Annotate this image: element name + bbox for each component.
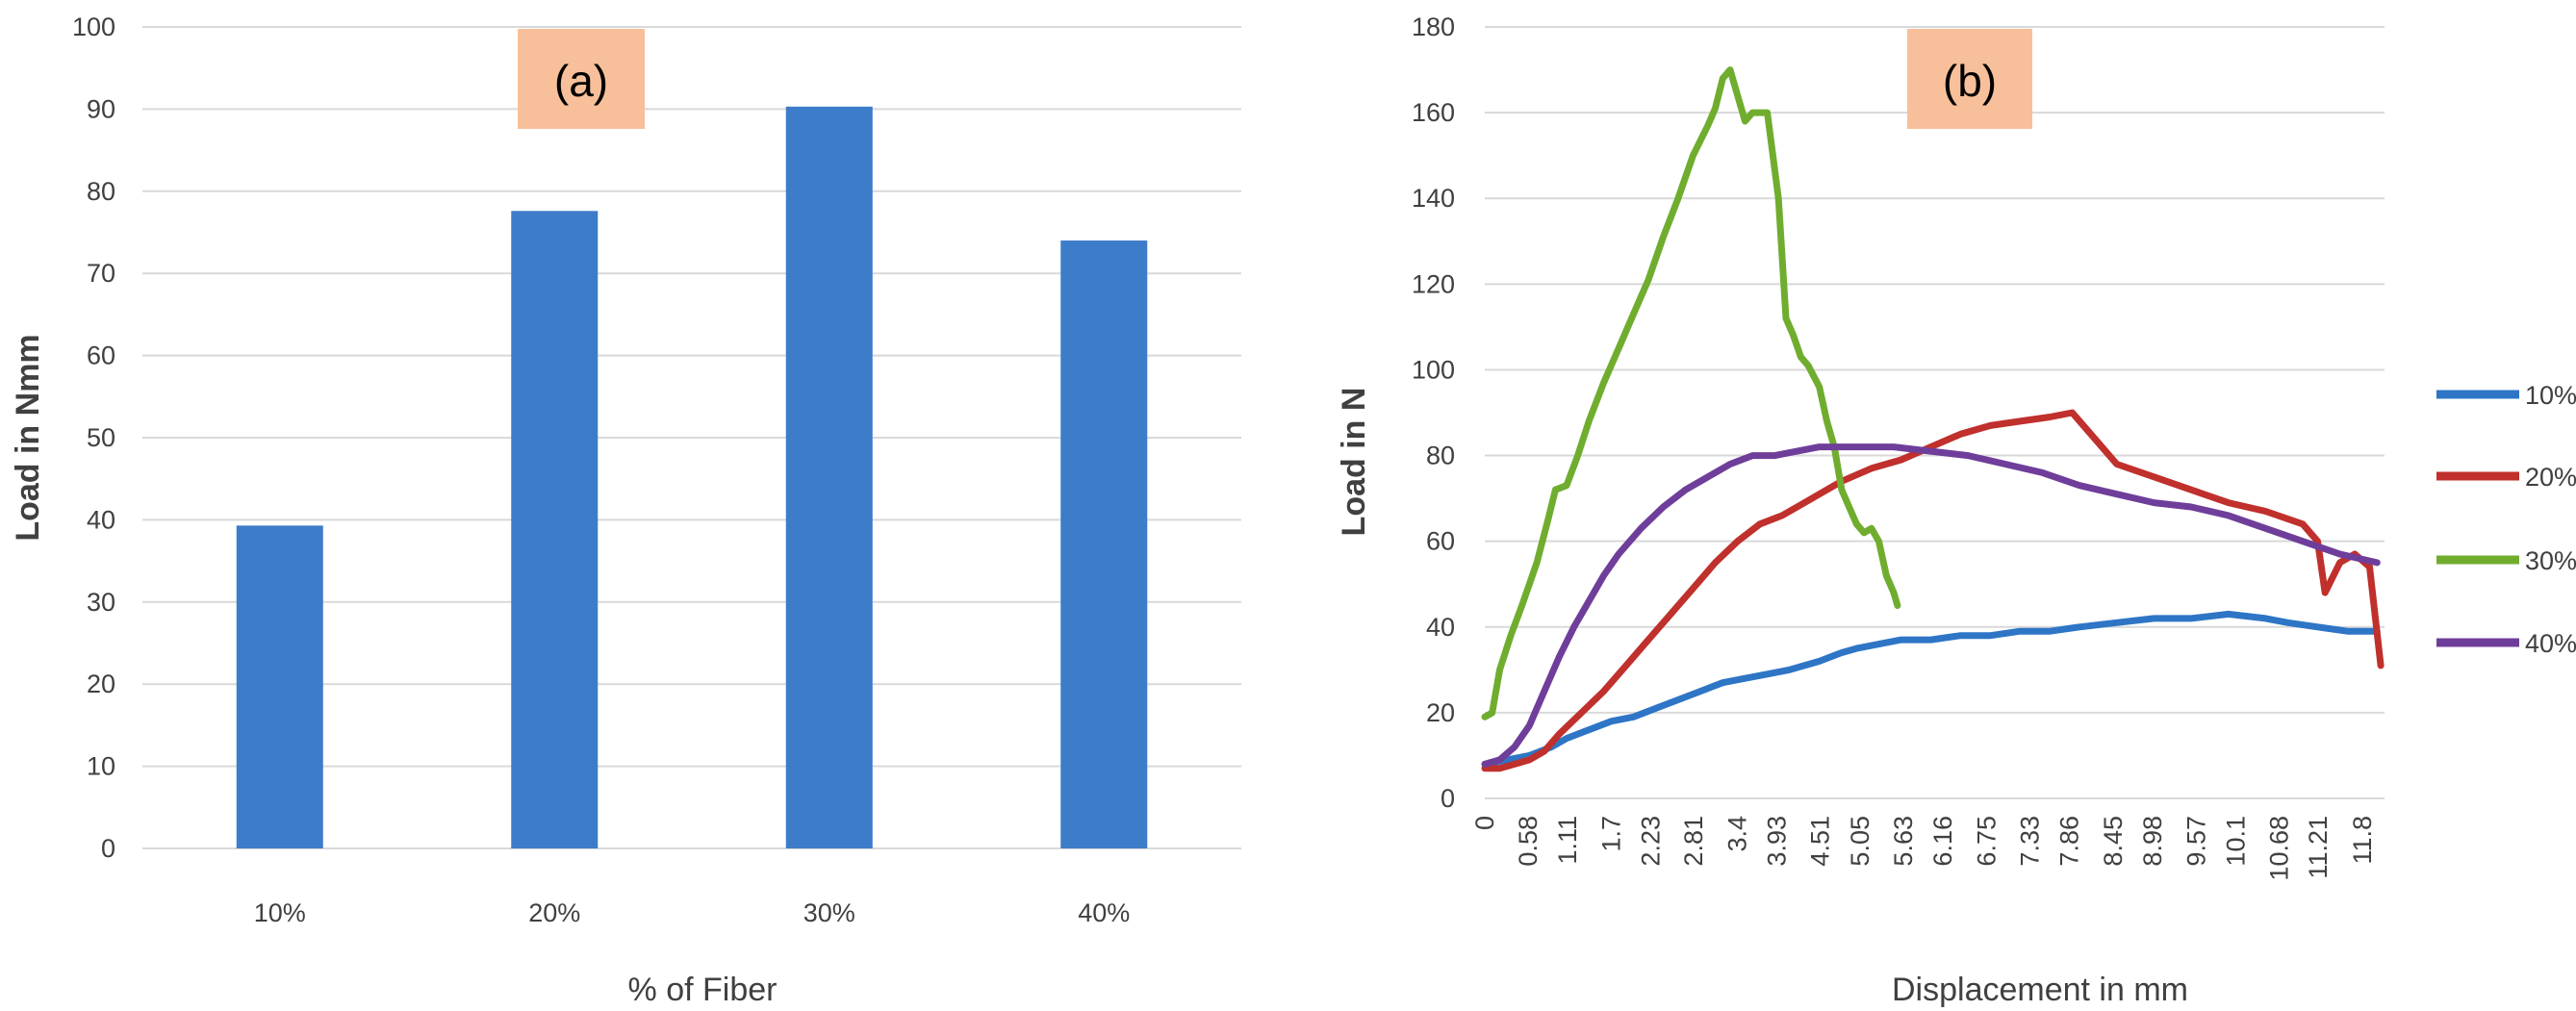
line-chart-x-tick-label: 1.7 xyxy=(1596,816,1625,852)
bar-chart-y-tick-label: 90 xyxy=(87,94,115,123)
line-chart-y-tick-label: 180 xyxy=(1412,13,1455,41)
line-chart-legend: 10% 20% 30% 40% xyxy=(2436,381,2576,658)
panel-a-label: (a) xyxy=(554,56,608,106)
bar-chart-x-tick-label: 40% xyxy=(1078,898,1130,927)
bar-chart-y-tick-label: 60 xyxy=(87,341,115,370)
line-chart-x-tick-labels: 0 0.58 1.11 1.7 2.23 2.81 3.4 3.93 4.51 5.05 5.63 6… xyxy=(1470,816,2377,881)
line-chart-x-tick-label: 3.93 xyxy=(1763,816,1792,867)
bar-chart-y-tick-label: 10 xyxy=(87,752,115,781)
line-chart-x-tick-label: 10.68 xyxy=(2264,816,2293,881)
line-chart-y-tick-label: 120 xyxy=(1412,269,1455,298)
line-chart-x-tick-label: 11.8 xyxy=(2348,816,2377,865)
line-chart-y-tick-label: 0 xyxy=(1441,784,1455,813)
line-chart-y-tick-label: 20 xyxy=(1426,698,1455,727)
bar-chart-y-tick-label: 20 xyxy=(87,670,115,698)
bar-chart-y-tick-label: 30 xyxy=(87,588,115,617)
line-chart-series xyxy=(1481,66,2385,772)
line-chart-x-tick-label: 7.33 xyxy=(2015,816,2044,867)
legend-label-20pct: 20% xyxy=(2525,463,2576,492)
bar-chart-x-axis-title: % of Fiber xyxy=(628,972,778,1008)
bar-chart-y-tick-label: 70 xyxy=(87,259,115,288)
line-chart-y-tick-label: 60 xyxy=(1426,527,1455,556)
line-chart-x-axis-title: Displacement in mm xyxy=(1892,972,2188,1008)
line-chart-x-tick-label: 8.45 xyxy=(2099,816,2128,867)
line-chart-x-tick-label: 0.58 xyxy=(1514,816,1543,867)
bar-chart-y-tick-label: 50 xyxy=(87,423,115,452)
series-line-10pct xyxy=(1481,610,2381,768)
line-chart-y-tick-label: 100 xyxy=(1412,355,1455,384)
line-chart-y-tick-label: 80 xyxy=(1426,442,1455,470)
line-chart-x-tick-label: 2.23 xyxy=(1636,816,1665,867)
bar-20pct xyxy=(511,211,599,848)
line-chart-y-tick-labels: 0 20 40 60 80 100 120 140 160 180 xyxy=(1412,13,1455,813)
line-chart-x-tick-label: 0 xyxy=(1470,816,1499,830)
line-chart-x-tick-label: 1.11 xyxy=(1553,816,1582,865)
line-chart-x-tick-label: 5.05 xyxy=(1846,816,1875,867)
line-chart-x-tick-label: 11.21 xyxy=(2304,816,2333,879)
line-chart-gridlines xyxy=(1485,26,2385,799)
panel-a-label-box xyxy=(518,29,645,129)
bar-chart-x-tick-label: 10% xyxy=(254,898,306,927)
line-chart-x-tick-label: 9.57 xyxy=(2182,816,2211,867)
line-chart-y-tick-label: 160 xyxy=(1412,98,1455,127)
bar-chart-y-tick-label: 80 xyxy=(87,177,115,206)
series-line-30pct xyxy=(1481,66,1901,720)
line-chart-y-tick-label: 140 xyxy=(1412,184,1455,213)
bar-chart-x-tick-labels: 10% 20% 30% 40% xyxy=(254,898,1131,927)
bar-chart-x-tick-label: 20% xyxy=(528,898,580,927)
line-chart-panel: 0 20 40 60 80 100 120 140 160 180 0 0.58 1.11 1.7 2.2… xyxy=(1336,13,2576,1008)
line-chart-x-tick-label: 8.98 xyxy=(2138,816,2167,867)
line-chart-x-tick-label: 6.16 xyxy=(1928,816,1957,867)
bar-chart-panel: 0 10 20 30 40 50 60 70 80 90 100 10% 20% 30% 40% % of… xyxy=(10,13,1241,1008)
series-line-40pct xyxy=(1481,443,2381,768)
line-chart-x-tick-label: 4.51 xyxy=(1806,816,1835,867)
line-chart-y-tick-label: 40 xyxy=(1426,613,1455,642)
series-line-20pct xyxy=(1481,409,2385,772)
bar-chart-y-tick-label: 40 xyxy=(87,505,115,534)
line-chart-x-tick-label: 2.81 xyxy=(1679,816,1708,867)
bar-chart-y-tick-label: 0 xyxy=(101,834,115,863)
line-chart-x-tick-label: 5.63 xyxy=(1889,816,1918,867)
legend-label-10pct: 10% xyxy=(2525,381,2576,410)
bar-chart-bars xyxy=(236,106,1148,849)
bar-chart-x-tick-label: 30% xyxy=(803,898,855,927)
legend-label-30pct: 30% xyxy=(2525,546,2576,575)
bar-chart-gridlines xyxy=(142,26,1241,849)
bar-10pct xyxy=(236,525,323,848)
line-chart-x-tick-label: 7.86 xyxy=(2054,816,2083,867)
line-chart-x-tick-label: 10.1 xyxy=(2221,816,2250,867)
legend-label-40pct: 40% xyxy=(2525,629,2576,658)
line-chart-y-axis-title: Load in N xyxy=(1336,388,1372,537)
bar-30pct xyxy=(785,106,873,848)
line-chart-x-tick-label: 6.75 xyxy=(1973,816,2002,867)
bar-chart-y-axis-title: Load in Nmm xyxy=(10,334,46,541)
panel-b-label-box xyxy=(1907,29,2032,129)
bar-40pct xyxy=(1060,240,1148,849)
panel-b-label: (b) xyxy=(1943,56,1997,106)
line-chart-x-tick-label: 3.4 xyxy=(1723,816,1752,852)
bar-chart-y-tick-labels: 0 10 20 30 40 50 60 70 80 90 100 xyxy=(72,13,115,863)
bar-chart-y-tick-label: 100 xyxy=(72,13,115,41)
